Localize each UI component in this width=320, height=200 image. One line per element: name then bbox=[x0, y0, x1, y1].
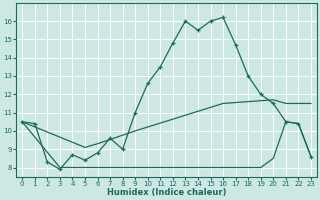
X-axis label: Humidex (Indice chaleur): Humidex (Indice chaleur) bbox=[107, 188, 226, 197]
